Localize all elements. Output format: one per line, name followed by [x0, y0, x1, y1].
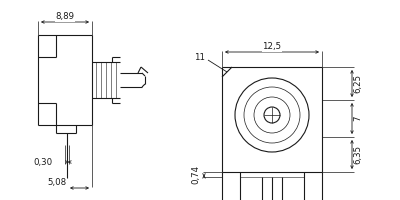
- Text: 6,25: 6,25: [354, 74, 362, 93]
- Text: 6,35: 6,35: [354, 145, 362, 164]
- Text: 5,08: 5,08: [48, 178, 66, 188]
- Text: 7: 7: [354, 116, 362, 121]
- Text: 11: 11: [194, 52, 206, 62]
- Text: 12,5: 12,5: [262, 43, 282, 51]
- Text: 0,30: 0,30: [34, 158, 53, 166]
- Text: 0,74: 0,74: [192, 165, 200, 184]
- Text: 8,89: 8,89: [56, 12, 74, 21]
